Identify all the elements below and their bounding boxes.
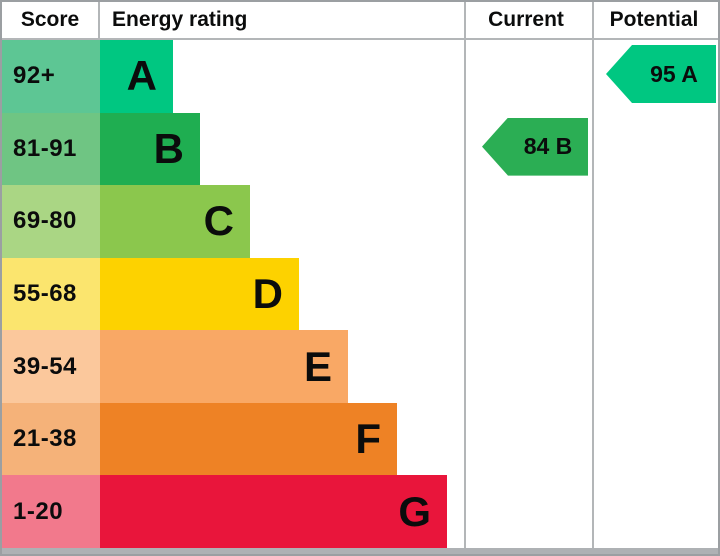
score-range-c: 69-80 xyxy=(2,185,100,258)
potential-arrow: 95 A xyxy=(606,45,716,103)
band-bar-a: A xyxy=(100,40,173,113)
current-rating-label: 84 B xyxy=(523,133,573,160)
score-range-g: 1-20 xyxy=(2,475,100,549)
header-score: Score xyxy=(2,2,100,38)
band-bar-b: B xyxy=(100,112,200,186)
score-range-f: 21-38 xyxy=(2,402,100,476)
header-current: Current xyxy=(488,8,564,31)
score-range-b: 81-91 xyxy=(2,112,100,186)
band-row-g: 1-20 G xyxy=(2,475,718,549)
chart-header: Score Energy rating Current Potential xyxy=(2,2,718,40)
score-range-a: 92+ xyxy=(2,40,100,113)
potential-rating-label: 95 A xyxy=(650,60,698,87)
score-range-e: 39-54 xyxy=(2,330,100,403)
band-bar-g: G xyxy=(100,475,447,549)
column-divider-current xyxy=(464,2,466,548)
band-row-c: 69-80 C xyxy=(2,185,718,258)
band-bar-f: F xyxy=(100,402,397,476)
band-row-a: 92+ A xyxy=(2,40,718,113)
header-potential: Potential xyxy=(609,8,699,31)
band-row-e: 39-54 E xyxy=(2,330,718,403)
header-energy-rating: Energy rating xyxy=(112,8,248,31)
rating-bands: 92+ A 81-91 B 69-80 C 55-68 D 39-54 E 21… xyxy=(2,40,718,549)
band-row-f: 21-38 F xyxy=(2,402,718,476)
column-divider-potential xyxy=(592,2,594,548)
band-bar-d: D xyxy=(100,257,299,331)
band-bar-c: C xyxy=(100,185,250,258)
band-bar-e: E xyxy=(100,330,348,403)
band-row-b: 81-91 B xyxy=(2,112,718,186)
score-range-d: 55-68 xyxy=(2,257,100,331)
bottom-strip xyxy=(2,548,718,554)
band-row-d: 55-68 D xyxy=(2,257,718,331)
current-arrow: 84 B xyxy=(482,117,588,176)
